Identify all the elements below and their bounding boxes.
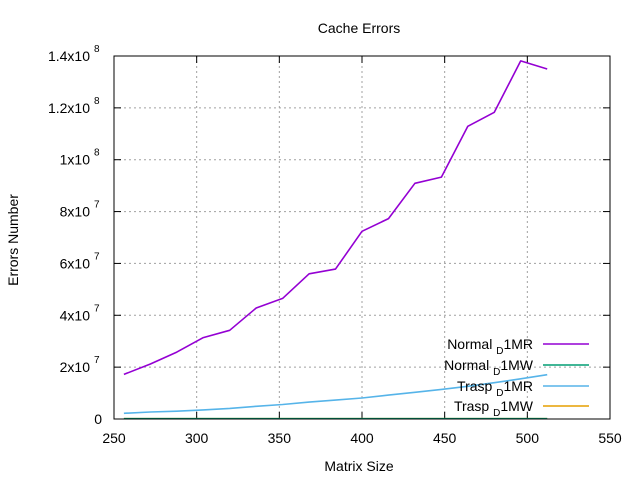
x-tick-label: 250 [102, 430, 126, 446]
y-tick-mantissa: 1x10 [60, 152, 91, 168]
legend-label-main: Normal [447, 336, 496, 352]
legend-label: Trasp D1MR [457, 378, 533, 399]
y-tick-exponent: 7 [94, 200, 100, 211]
y-tick-mantissa: 8x10 [60, 204, 91, 220]
y-tick-label: 2x10 [60, 359, 91, 375]
y-tick-label: 1.4x10 [48, 48, 90, 64]
y-tick-exponent: 8 [94, 148, 100, 159]
legend-label-main: Trasp [454, 398, 493, 414]
y-tick-label: 8x10 [60, 204, 91, 220]
legend-entry: Trasp D1MR [457, 378, 589, 399]
x-tick-label: 500 [516, 430, 540, 446]
x-tick-label: 400 [350, 430, 374, 446]
y-tick-label: 4x10 [60, 307, 91, 323]
legend-entry: Normal D1MR [447, 336, 589, 357]
y-tick-label: 0 [94, 411, 102, 427]
y-tick-mantissa: 6x10 [60, 255, 91, 271]
y-tick-exponent: 8 [94, 96, 100, 107]
x-axis-label: Matrix Size [324, 458, 393, 474]
y-tick-mantissa: 1.2x10 [48, 100, 90, 116]
legend-label-suffix: 1MR [503, 378, 533, 394]
y-tick-exponent: 7 [94, 355, 100, 366]
y-tick-label: 1x10 [60, 152, 91, 168]
legend-label-subscript: D [493, 367, 500, 378]
y-tick-mantissa: 1.4x10 [48, 48, 90, 64]
legend-label-subscript: D [496, 346, 503, 357]
legend-entry: Normal D1MW [444, 357, 589, 378]
y-tick-mantissa: 2x10 [60, 359, 91, 375]
y-tick-label: 6x10 [60, 255, 91, 271]
chart-title: Cache Errors [318, 20, 400, 36]
legend-label-suffix: 1MW [500, 398, 533, 414]
series-line-0 [123, 60, 548, 376]
y-tick-mantissa: 4x10 [60, 307, 91, 323]
x-tick-label: 550 [598, 430, 622, 446]
legend-label-subscript: D [496, 388, 503, 399]
legend-label-main: Normal [444, 357, 493, 373]
legend-label: Trasp D1MW [454, 398, 534, 419]
grid [114, 56, 610, 419]
x-tick-label: 300 [185, 430, 209, 446]
legend-label-suffix: 1MW [500, 357, 533, 373]
legend-label: Normal D1MR [447, 336, 533, 357]
y-tick-exponent: 8 [94, 44, 100, 55]
plot-border [113, 55, 611, 420]
legend-label-subscript: D [493, 408, 500, 419]
legend-label: Normal D1MW [444, 357, 534, 378]
series-line-2 [123, 373, 548, 415]
y-tick-exponent: 7 [94, 251, 100, 262]
legend-label-main: Trasp [457, 378, 496, 394]
legend-entry: Trasp D1MW [454, 398, 589, 419]
y-tick-exponent: 7 [94, 303, 100, 314]
y-tick-label: 1.2x10 [48, 100, 90, 116]
legend-label-suffix: 1MR [503, 336, 533, 352]
y-tick-mantissa: 0 [94, 411, 102, 427]
x-tick-label: 450 [433, 430, 457, 446]
y-axis-label: Errors Number [5, 194, 21, 286]
x-tick-label: 350 [268, 430, 292, 446]
